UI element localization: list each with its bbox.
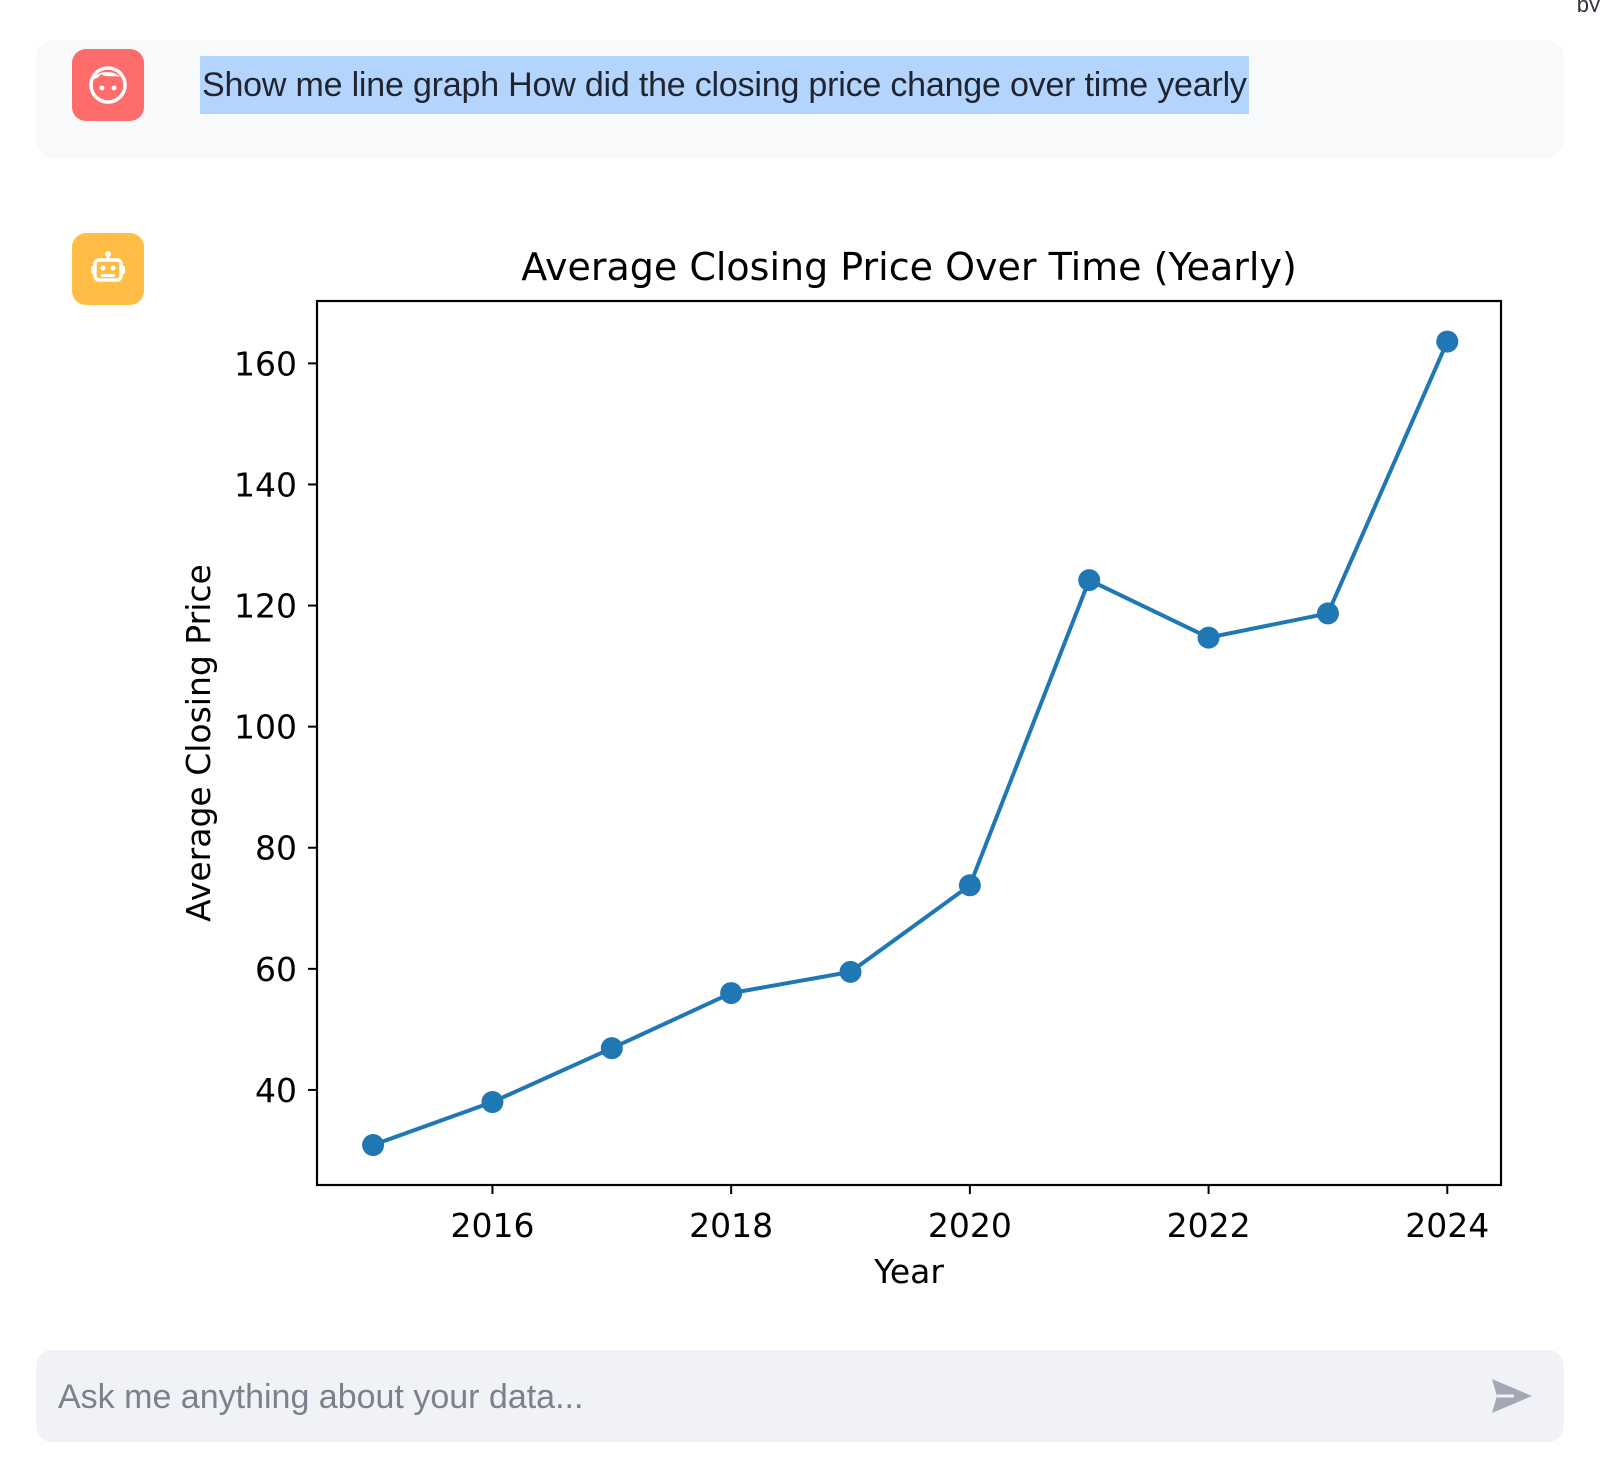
x-axis-label: Year: [873, 1252, 944, 1291]
data-point: [839, 960, 862, 983]
send-icon: [1492, 1379, 1532, 1413]
top-right-text: py: [1577, 0, 1600, 12]
y-tick-label: 60: [255, 950, 297, 989]
y-tick-label: 100: [234, 708, 297, 747]
user-chat-message: Show me line graph How did the closing p…: [36, 40, 1564, 158]
assistant-avatar: [72, 233, 144, 305]
chart-title: Average Closing Price Over Time (Yearly): [521, 245, 1297, 289]
send-button[interactable]: [1488, 1374, 1536, 1418]
x-tick-label: 2018: [689, 1206, 773, 1245]
data-point: [481, 1091, 504, 1114]
data-point: [600, 1037, 623, 1060]
y-tick-label: 160: [234, 344, 297, 383]
data-point: [958, 874, 981, 897]
chat-input[interactable]: [56, 1350, 1480, 1444]
x-tick-label: 2016: [450, 1206, 534, 1245]
y-tick-label: 80: [255, 829, 297, 868]
series-line: [372, 340, 1450, 1147]
data-point: [1316, 602, 1339, 625]
y-tick-label: 140: [234, 465, 297, 504]
x-tick-label: 2024: [1405, 1206, 1489, 1245]
data-point: [1197, 626, 1220, 649]
robot-icon: [91, 251, 125, 282]
chat-input-bar: [36, 1350, 1564, 1444]
plot-frame: [315, 299, 1503, 1187]
data-point: [1078, 569, 1101, 592]
x-tick-label: 2022: [1167, 1206, 1251, 1245]
y-tick-label: 40: [255, 1071, 297, 1110]
data-point: [362, 1134, 385, 1157]
x-tick-label: 2020: [928, 1206, 1012, 1245]
y-tick-label: 120: [234, 587, 297, 626]
line-chart-svg: Average Closing Price Over Time (Yearly)…: [179, 245, 1503, 1291]
y-axis-label: Average Closing Price: [179, 564, 218, 922]
user-message-text: Show me line graph How did the closing p…: [200, 56, 1249, 114]
line-chart: Average Closing Price Over Time (Yearly)…: [170, 222, 1550, 1327]
user-avatar: [72, 49, 144, 121]
data-point: [1436, 330, 1459, 353]
smile-face-icon: [89, 66, 127, 104]
data-point: [720, 982, 743, 1005]
